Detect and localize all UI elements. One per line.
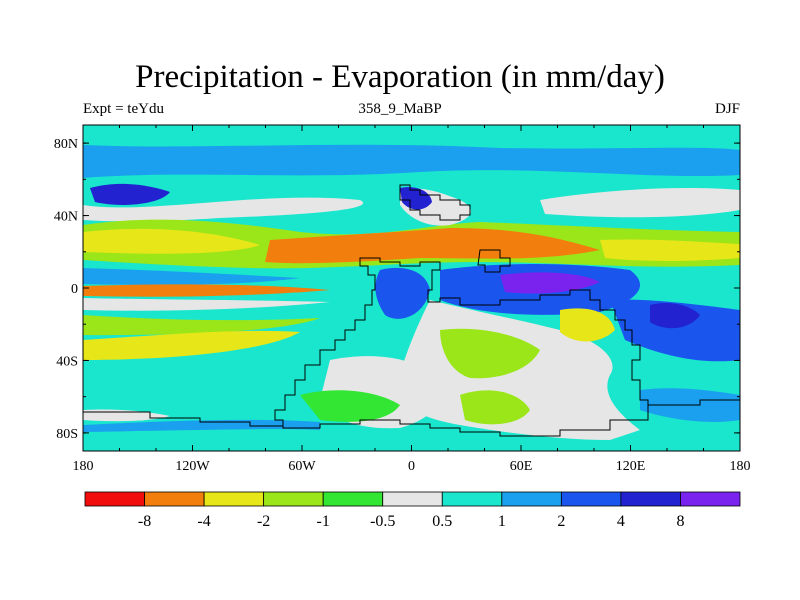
field-south-patch: [460, 390, 530, 425]
colorbar-swatch: [620, 491, 681, 507]
coastline-southwest: [83, 411, 283, 427]
colorbar-swatch: [382, 491, 443, 507]
x-tick-label: 60W: [288, 459, 316, 474]
x-tick-label: 60E: [510, 459, 533, 474]
colorbar-swatch: [203, 491, 265, 507]
y-tick-label: 0: [71, 282, 78, 297]
field-eq-blue: [83, 268, 300, 285]
field-east-yellow-patch: [560, 308, 615, 342]
field-south-yellow: [83, 330, 300, 360]
continent-outline: [83, 184, 740, 437]
y-axis: 80N 40N 0 40S 80S: [54, 137, 740, 442]
field-south-lime: [300, 390, 400, 422]
coastline-southeast: [648, 399, 740, 406]
colorbar-swatch: [680, 491, 741, 507]
y-tick-label: 80S: [56, 427, 78, 442]
field-arctic-wet: [400, 187, 432, 210]
field-north-orange: [265, 228, 600, 264]
colorbar: -8 -4 -2 -1 -0.5 0.5 1 2 4 8: [84, 491, 741, 530]
field-east-wet: [610, 299, 740, 362]
field-north-pacific: [90, 183, 170, 205]
field-eq-orange: [83, 284, 330, 297]
coastline-east: [477, 249, 511, 273]
colorbar-label: 1: [498, 513, 506, 530]
colorbar-label: 4: [617, 513, 625, 530]
y-tick-label: 40N: [54, 210, 78, 225]
colorbar-label: -8: [138, 513, 151, 530]
field-east-yellow: [600, 239, 740, 261]
experiment-label: Expt = teYdu: [83, 101, 164, 117]
colorbar-swatch: [441, 491, 503, 507]
field-land-green: [440, 328, 540, 379]
colorbar-label: -1: [317, 513, 330, 530]
field-west-wet: [375, 267, 430, 319]
colorbar-label: 2: [557, 513, 565, 530]
colorbar-swatch: [501, 491, 562, 507]
x-tick-label: 120E: [616, 459, 646, 474]
colorbar-label: -0.5: [370, 513, 395, 530]
x-axis: 180 120W 60W 0 60E 120E 180: [73, 125, 751, 474]
colorbar-swatch: [322, 491, 384, 507]
field-north-white: [83, 197, 364, 222]
field-north-yellow: [83, 228, 260, 254]
x-tick-label: 180: [73, 459, 94, 474]
colorbar-label: -4: [197, 513, 210, 530]
coastline-north: [399, 184, 471, 221]
field-north-band: [83, 144, 740, 178]
y-tick-label: 80N: [54, 137, 78, 152]
x-tick-label: 0: [408, 459, 415, 474]
coastline-main: [274, 257, 649, 437]
colorbar-swatch: [144, 491, 205, 507]
period-label: 358_9_MaBP: [358, 101, 442, 117]
colorbar-swatch: [84, 491, 145, 507]
field-asia-white: [540, 188, 740, 218]
colorbar-label: 8: [676, 513, 684, 530]
field-eq-white: [83, 298, 330, 311]
field-polar-cyan: [83, 429, 320, 451]
precip-evap-field: [83, 125, 740, 451]
field-east-core: [650, 303, 700, 329]
field-south-green: [83, 315, 320, 336]
plot-title: Precipitation - Evaporation (in mm/day): [135, 59, 665, 95]
x-tick-label: 180: [730, 459, 751, 474]
y-tick-label: 40S: [56, 354, 78, 369]
colorbar-label: 0.5: [432, 513, 452, 530]
field-wet-max: [500, 272, 600, 294]
x-tick-label: 120W: [175, 459, 210, 474]
colorbar-label: -2: [257, 513, 270, 530]
colorbar-swatch: [560, 491, 622, 507]
season-label: DJF: [714, 101, 740, 117]
colorbar-swatch: [263, 491, 324, 507]
